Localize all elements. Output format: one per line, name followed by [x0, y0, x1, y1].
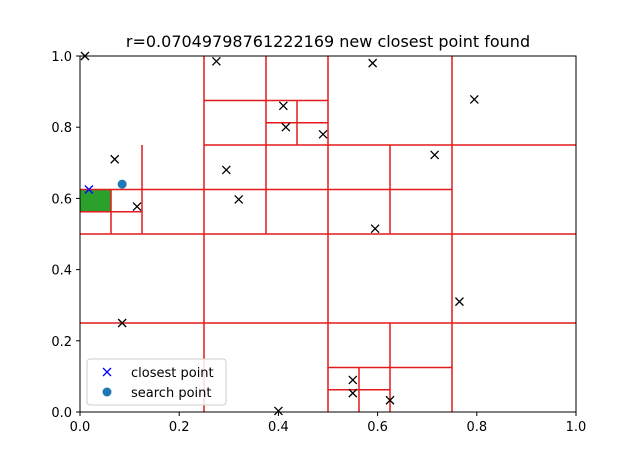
data-point	[273, 406, 283, 416]
y-tick-label: 0.8	[51, 121, 72, 136]
legend-label: closest point	[131, 366, 214, 381]
data-point	[430, 150, 440, 160]
legend-box	[86, 358, 227, 406]
closest-point-marker	[84, 185, 94, 194]
y-tick-label: 1.0	[51, 50, 72, 65]
y-tick-label: 0.6	[51, 192, 72, 207]
x-tick-label: 0.6	[367, 420, 388, 435]
data-point	[110, 154, 120, 164]
highlight-cell	[80, 189, 111, 212]
data-point	[469, 94, 479, 104]
x-tick-label: 1.0	[566, 420, 587, 435]
data-point	[368, 58, 378, 68]
x-tick-label: 0.2	[169, 420, 190, 435]
data-point	[318, 129, 328, 139]
x-tick-label: 0.8	[466, 420, 487, 435]
data-point	[454, 297, 464, 307]
data-point	[117, 318, 127, 328]
axes-frame	[79, 55, 577, 413]
data-point	[281, 122, 291, 132]
data-point	[80, 51, 90, 61]
data-point	[385, 395, 395, 405]
data-point	[348, 375, 358, 385]
data-point	[221, 165, 231, 175]
y-tick-label: 0.4	[51, 264, 72, 279]
plot-area: 0.0 0.2 0.4 0.6 0.8 1.0 0.0 0.2 0.4 0.6 0.8 1.0	[51, 50, 586, 435]
data-point	[278, 101, 288, 111]
legend-label: search point	[131, 386, 211, 401]
y-tick-label: 0.2	[51, 335, 72, 350]
legend-search-icon	[102, 387, 112, 397]
x-tick-label: 0.0	[70, 420, 91, 435]
chart-title: r=0.07049798761222169 new closest point …	[126, 32, 530, 51]
x-tick-label: 0.4	[268, 420, 289, 435]
data-point	[132, 202, 142, 212]
legend: closest point search point	[86, 358, 227, 406]
data-point	[348, 388, 358, 398]
y-tick-label: 0.0	[51, 406, 72, 421]
search-point-marker	[117, 179, 127, 189]
data-point	[211, 56, 221, 66]
data-point	[370, 224, 380, 234]
data-point	[234, 195, 244, 204]
legend-closest-icon	[102, 367, 112, 377]
